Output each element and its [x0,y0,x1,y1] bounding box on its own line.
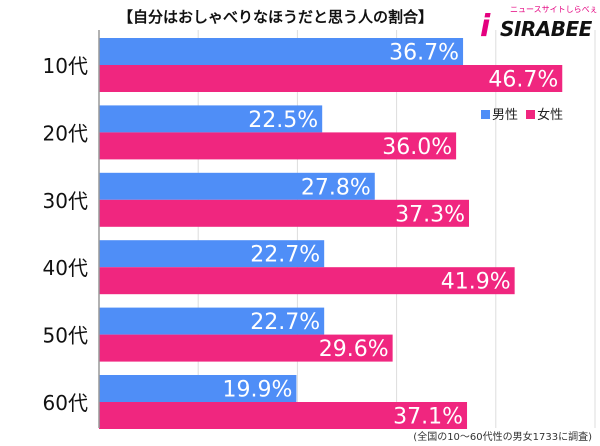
bar-female [99,65,563,92]
category-label: 10代 [43,54,88,78]
bar-female [99,402,468,429]
logo-mark: i [480,9,491,44]
data-label: 46.7% [488,68,558,93]
category-label: 60代 [43,391,88,415]
logo-tagline: ニュースサイトしらべぇ [510,5,598,14]
bar-male [99,240,325,268]
data-label: 22.5% [248,108,318,133]
data-label: 27.8% [301,175,371,200]
legend-item-female: 女性 [526,108,563,123]
bar-male [99,375,297,402]
legend-label-male: 男性 [492,108,519,123]
category-label: 50代 [43,324,88,348]
legend-swatch-female [526,110,536,119]
category-label: 30代 [43,189,88,213]
chart-title: 【自分はおしゃべりなほうだと思う人の割合】 [118,8,434,26]
bar-female [99,199,470,227]
bar-female [99,334,393,362]
data-label: 36.0% [382,135,452,160]
category-label: 20代 [43,121,88,145]
bar-female [99,267,515,295]
data-label: 41.9% [441,270,511,295]
sirabee-logo: ニュースサイトしらべぇ i SIRABEE [476,4,598,46]
data-label: 19.9% [223,378,293,403]
logo-brand: SIRABEE [500,17,592,41]
bar-male [99,172,375,200]
footnote: (全国の10～60代性の男女1733に調査) [413,432,592,443]
data-label: 29.6% [319,337,389,362]
data-label: 22.7% [250,243,320,268]
bar-male [99,105,323,133]
legend: 男性 女性 [481,104,567,123]
data-label: 37.3% [395,202,465,227]
data-label: 36.7% [389,41,459,66]
category-label: 40代 [43,256,88,280]
legend-item-male: 男性 [481,108,518,123]
bar-male [99,38,464,65]
legend-swatch-male [481,110,490,119]
legend-label-female: 女性 [537,108,564,123]
bar-female [99,132,457,160]
bar-male [99,307,325,335]
data-label: 37.1% [393,405,463,430]
data-label: 22.7% [250,310,320,335]
